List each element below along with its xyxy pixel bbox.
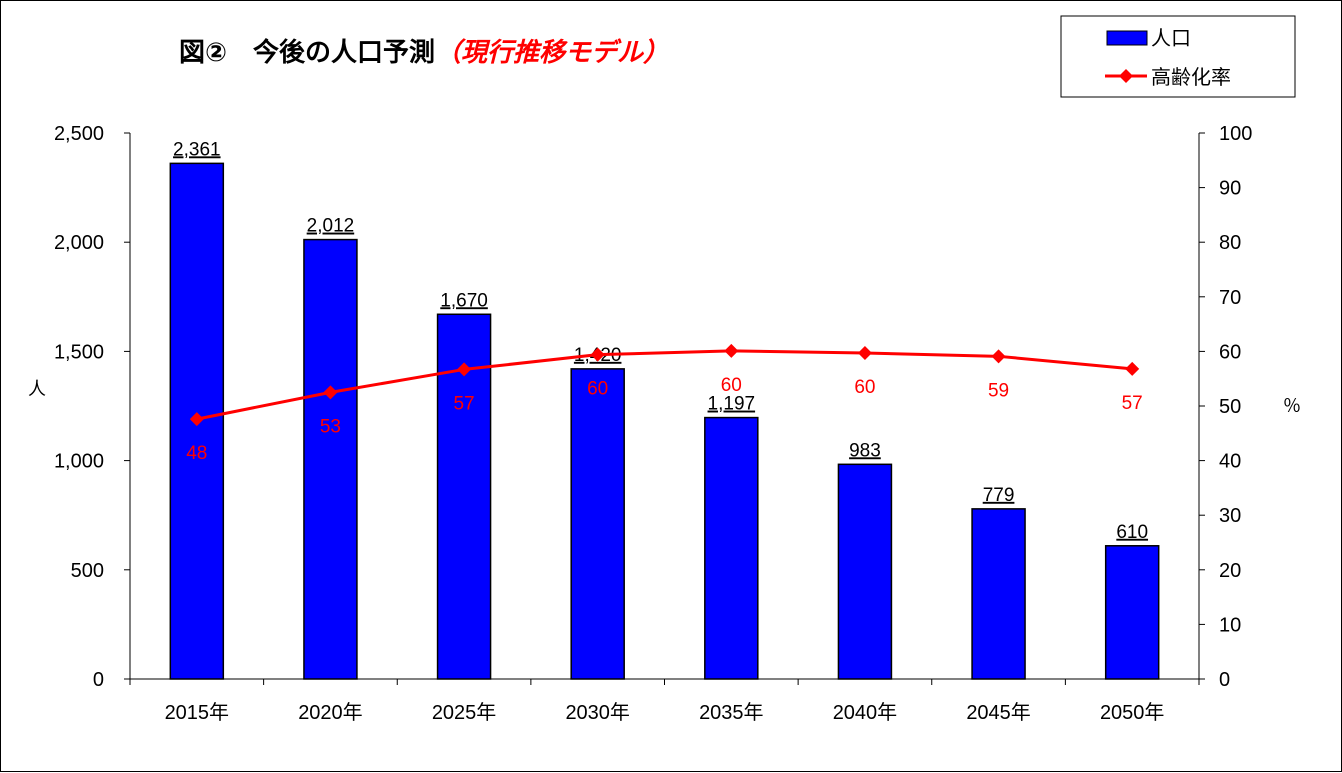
bar-population	[837, 463, 893, 680]
line-data-label: 53	[320, 416, 341, 437]
line-point-aging-rate	[457, 362, 472, 377]
bar-data-label: 2,361	[173, 139, 221, 160]
y-right-tick-label: 80	[1219, 232, 1241, 254]
line-data-label: 60	[721, 375, 742, 396]
chart-title: 図② 今後の人口予測（現行推移モデル）	[179, 37, 669, 68]
y-right-tick-label: 30	[1219, 505, 1241, 527]
bar-data-label: 2,012	[307, 216, 355, 237]
line-point-aging-rate	[991, 349, 1006, 364]
x-tick-label: 2040年	[833, 701, 898, 724]
line-aging-rate	[196, 349, 1133, 421]
y-left-tick-label: 0	[93, 669, 104, 691]
bar-population	[704, 416, 759, 680]
line-point-aging-rate	[1125, 361, 1140, 376]
legend-swatch-population	[1106, 30, 1148, 46]
chart-title-sub: （現行推移モデル）	[435, 38, 669, 68]
legend-swatch-aging-marker	[1119, 69, 1133, 83]
y-right-tick-label: 100	[1219, 123, 1252, 145]
y-left-tick-label: 1,000	[54, 451, 104, 473]
legend-label-aging-rate: 高齢化率	[1151, 65, 1231, 89]
line-data-label: 60	[587, 379, 608, 400]
x-tick-label: 2015年	[165, 701, 230, 724]
y-right-tick-label: 50	[1219, 396, 1241, 418]
x-tick-label: 2030年	[565, 701, 630, 724]
y-left-tick-label: 1,500	[54, 341, 104, 363]
y-left-axis-label: 人	[28, 379, 46, 400]
line-point-aging-rate	[590, 347, 605, 362]
line-data-label: 57	[453, 393, 474, 414]
bar-data-label: 1,670	[440, 290, 488, 311]
bar-population	[303, 238, 358, 680]
y-right-tick-label: 10	[1219, 614, 1241, 636]
y-right-tick-label: 40	[1219, 451, 1241, 473]
line-data-label: 57	[1122, 393, 1143, 414]
y-left-tick-label: 2,500	[54, 123, 104, 145]
plot-area: 0 500 1,000 1,500 2,000 2,500 0 10 20 30 40 50 60 70 8…	[54, 123, 1252, 724]
x-tick-label: 2025年	[432, 701, 497, 724]
y-right-tick-label: 20	[1219, 560, 1241, 582]
line-data-label: 59	[988, 380, 1009, 401]
line-point-aging-rate	[724, 343, 739, 358]
y-left-tick-label: 500	[71, 560, 104, 582]
line-point-aging-rate	[857, 346, 872, 361]
bar-population	[1104, 545, 1160, 680]
bar-population	[570, 368, 625, 680]
bar-data-label: 779	[983, 485, 1015, 506]
bar-data-label: 983	[849, 440, 881, 461]
x-tick-label: 2050年	[1100, 701, 1165, 724]
y-right-axis-label: ％	[1283, 396, 1301, 417]
legend: 人口 高齢化率	[1060, 15, 1296, 98]
legend-box	[1060, 15, 1296, 98]
line-data-label: 60	[854, 377, 875, 398]
bar-population	[971, 508, 1026, 680]
legend-label-population: 人口	[1151, 26, 1191, 50]
x-tick-label: 2045年	[966, 701, 1031, 724]
bar-data-label: 610	[1116, 522, 1148, 543]
line-data-label: 48	[186, 443, 207, 464]
y-right-tick-label: 60	[1219, 341, 1241, 363]
chart-title-main: 図② 今後の人口予測	[179, 37, 435, 68]
y-right-tick-label: 70	[1219, 287, 1241, 309]
line-point-aging-rate	[323, 385, 338, 400]
line-point-aging-rate	[189, 412, 204, 427]
x-tick-label: 2035年	[699, 701, 764, 724]
y-left-tick-label: 2,000	[54, 232, 104, 254]
x-tick-label: 2020年	[298, 701, 363, 724]
y-right-tick-label: 90	[1219, 178, 1241, 200]
bar-data-label: 1,197	[708, 394, 756, 415]
y-right-tick-label: 0	[1219, 669, 1230, 691]
